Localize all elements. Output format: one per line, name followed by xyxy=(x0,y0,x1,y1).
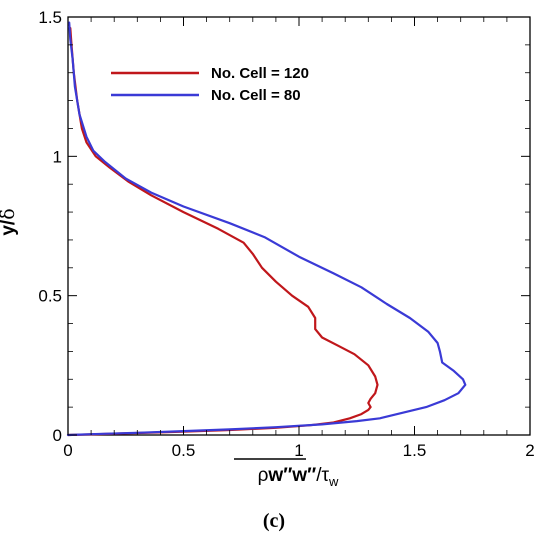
series-layer xyxy=(66,21,467,437)
legend: No. Cell = 120 No. Cell = 80 xyxy=(111,65,309,104)
y-tick-label: 1.5 xyxy=(38,8,62,27)
figure-caption: (c) xyxy=(262,510,286,532)
x-tick-label: 0.5 xyxy=(172,441,196,460)
series-line-2 xyxy=(66,21,467,437)
x-tick-label: 0 xyxy=(63,441,72,460)
x-tick-label: 1 xyxy=(294,441,303,460)
legend-label-1: No. Cell = 120 xyxy=(211,65,309,82)
x-axis-title-tau: /τ xyxy=(316,465,329,486)
x-axis-title: ρw″w″/τw xyxy=(258,465,339,489)
x-axis-title-subscript: w xyxy=(328,474,339,489)
x-tick-label: 2 xyxy=(525,441,534,460)
x-tick-label: 1.5 xyxy=(403,441,427,460)
y-tick-label: 1 xyxy=(53,147,62,166)
y-axis-title: y/δ xyxy=(0,208,19,235)
y-tick-label: 0.5 xyxy=(38,287,62,306)
x-axis-title-rho: ρ xyxy=(258,465,269,486)
ticks-layer: 0 0.5 1 1.5 2 0 0.5 1 1.5 xyxy=(38,8,534,460)
x-axis-title-ww: w″w″ xyxy=(267,465,316,486)
y-tick-label: 0 xyxy=(53,426,62,445)
legend-label-2: No. Cell = 80 xyxy=(211,87,301,104)
